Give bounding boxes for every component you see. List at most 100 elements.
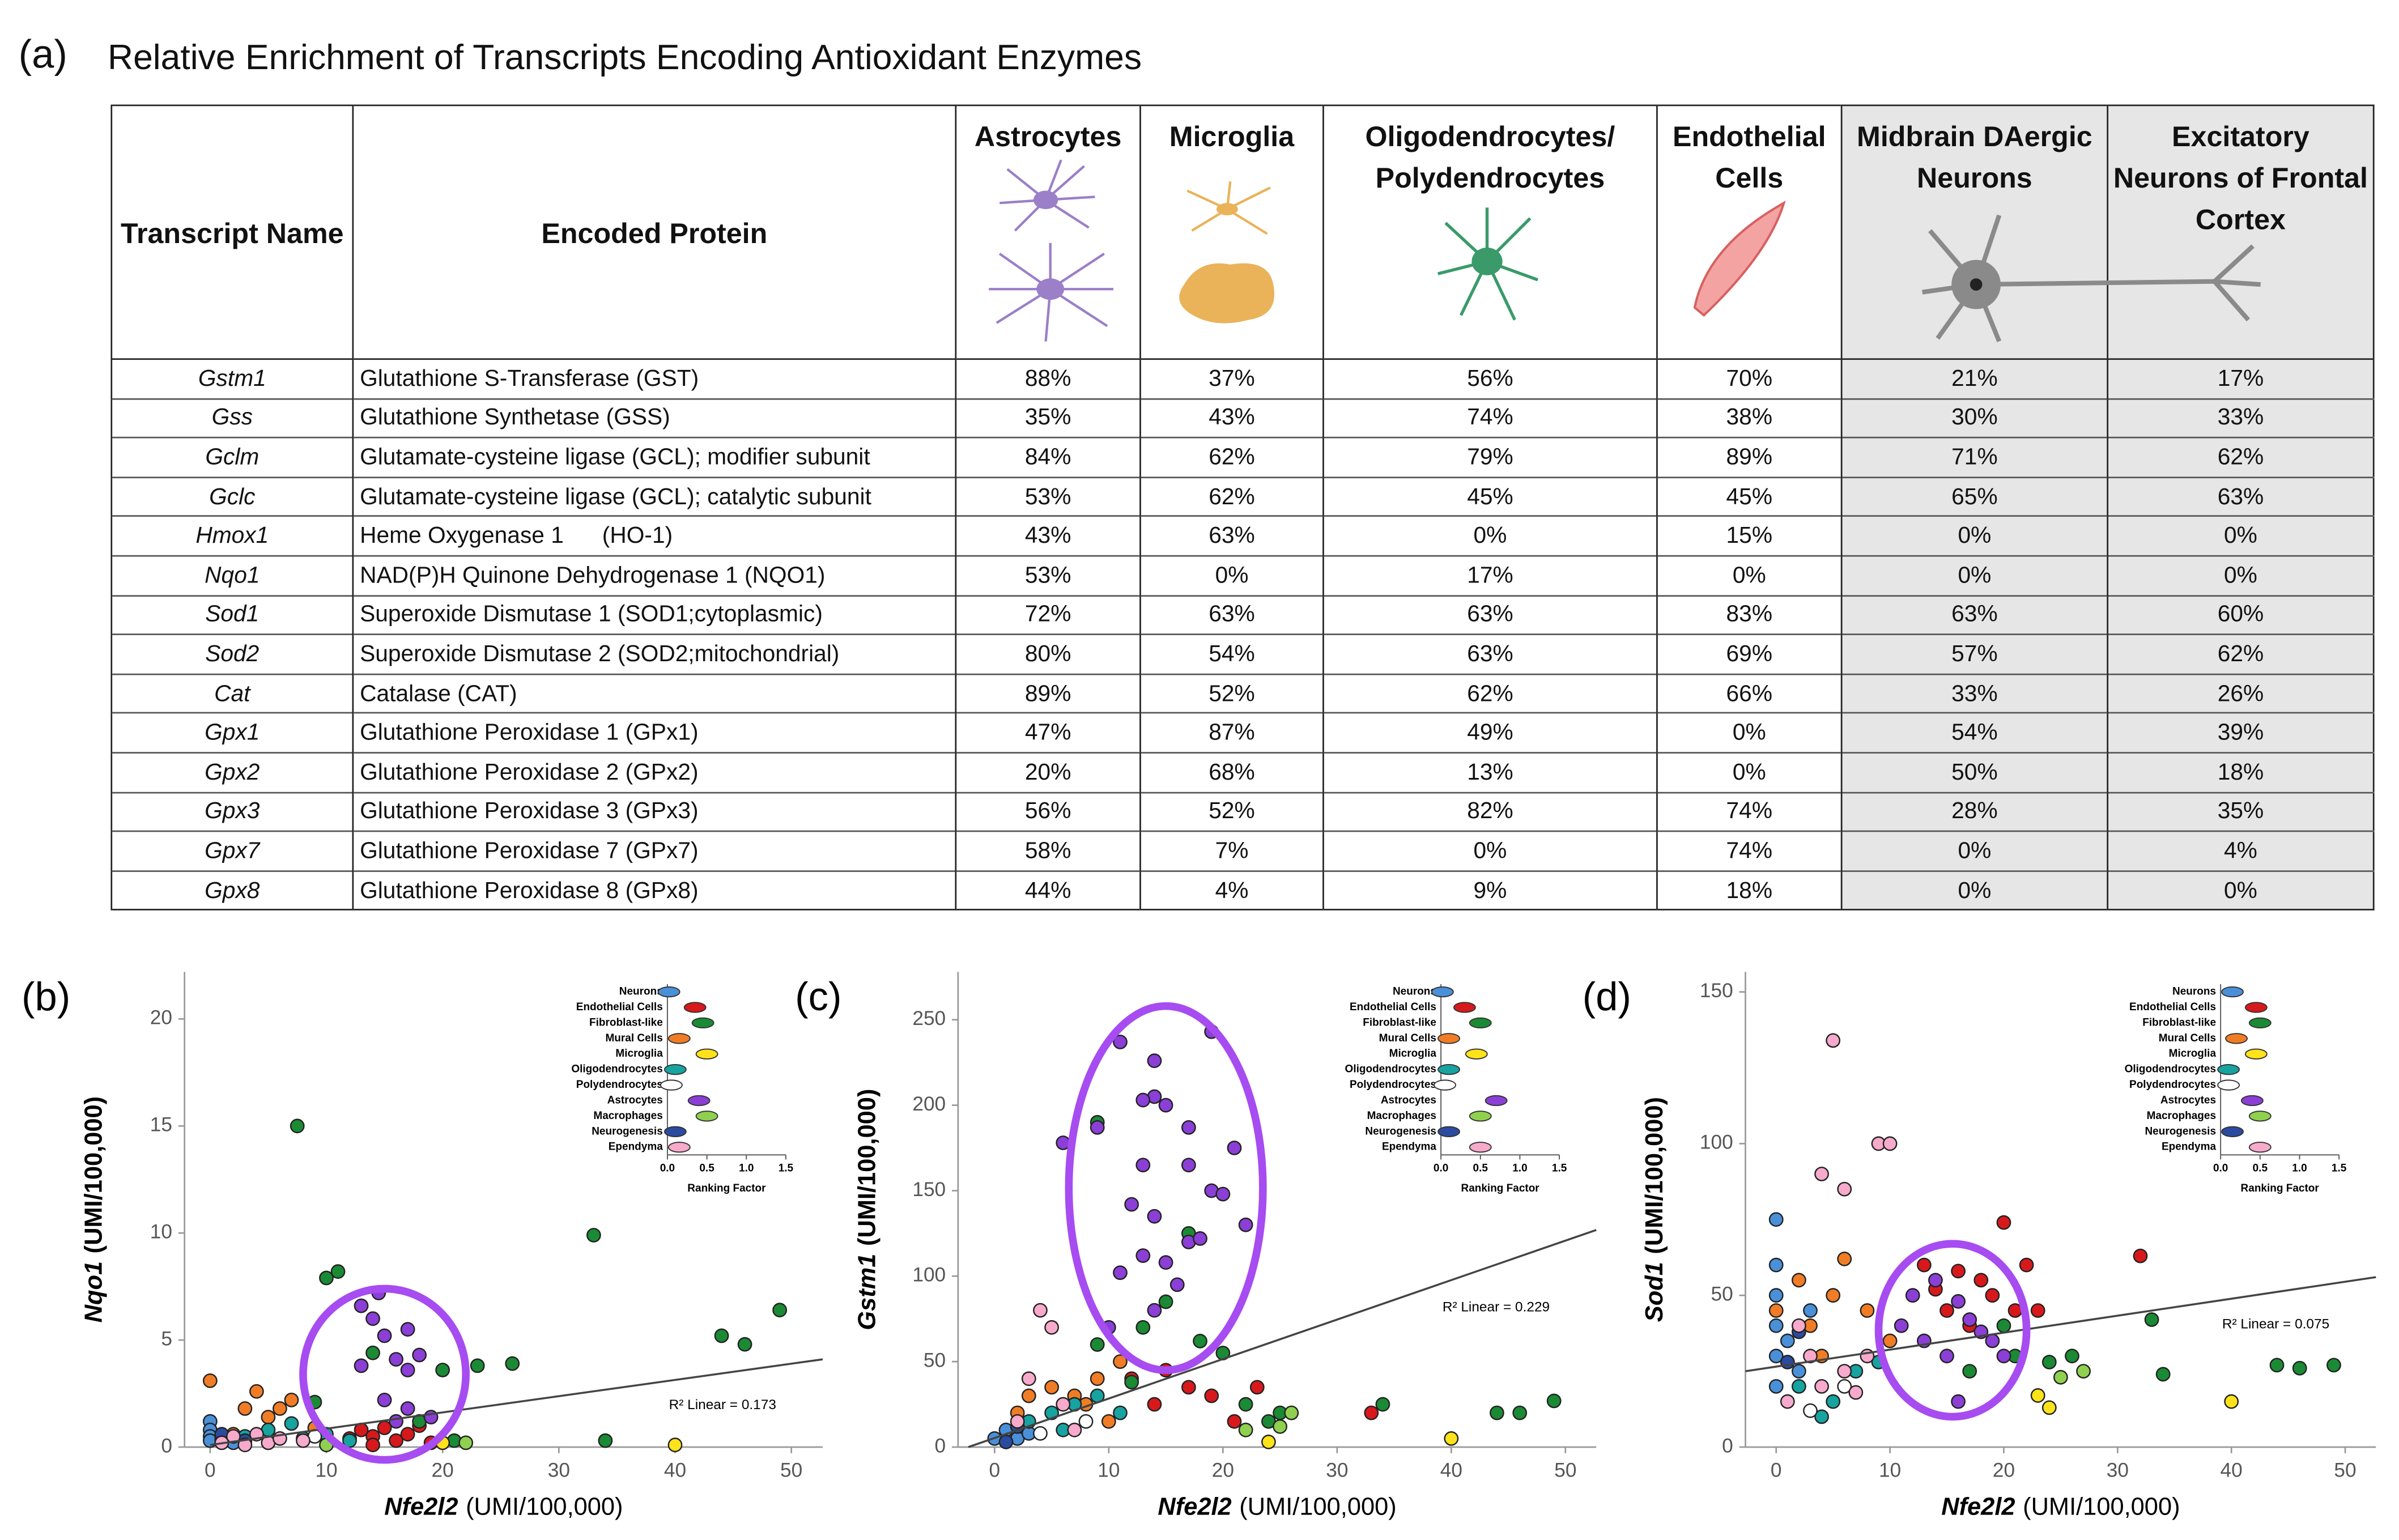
table-cell: 30% bbox=[1840, 397, 2108, 438]
point bbox=[1284, 1405, 1299, 1420]
r-squared: R² Linear = 0.173 bbox=[669, 1397, 776, 1413]
point bbox=[1021, 1371, 1036, 1386]
table-cell: 62% bbox=[2107, 437, 2374, 478]
point bbox=[1768, 1303, 1784, 1318]
point bbox=[1837, 1252, 1852, 1266]
y-tick-label: 15 bbox=[150, 1114, 172, 1136]
point bbox=[1792, 1379, 1806, 1394]
axis-gene: Gstm1 bbox=[854, 1254, 881, 1330]
x-tick-label: 20 bbox=[432, 1460, 454, 1482]
table-cell: 38% bbox=[1656, 397, 1842, 438]
highlight-ellipse bbox=[1065, 1002, 1267, 1375]
point bbox=[714, 1328, 729, 1343]
table-cell: Sod1 bbox=[110, 594, 353, 635]
table-row: Gstm1 Glutathione S-Transferase (GST) 88% 3… bbox=[110, 358, 2374, 399]
table-cell: 63% bbox=[1322, 633, 1657, 674]
inset-label: Microglia bbox=[1389, 1048, 1437, 1060]
axis-gene: Nfe2l2 bbox=[1941, 1494, 2015, 1521]
table-cell: 45% bbox=[1656, 476, 1842, 517]
y-tick-label: 200 bbox=[912, 1093, 946, 1115]
point bbox=[1364, 1405, 1379, 1420]
point bbox=[1181, 1158, 1196, 1173]
point bbox=[2326, 1358, 2341, 1373]
table-cell: 52% bbox=[1139, 791, 1324, 832]
point bbox=[1768, 1379, 1784, 1394]
table-cell: 4% bbox=[2107, 830, 2374, 871]
table-row: Hmox1 Heme Oxygenase 1 (HO-1) 43% 63% 0% 15% 0… bbox=[110, 516, 2374, 556]
point bbox=[1814, 1409, 1829, 1424]
point bbox=[2041, 1400, 2057, 1415]
point bbox=[202, 1373, 218, 1388]
table-cell: 70% bbox=[1656, 358, 1842, 399]
point bbox=[2065, 1348, 2079, 1364]
point bbox=[1996, 1215, 2011, 1230]
violin bbox=[1485, 1095, 1508, 1107]
point bbox=[1814, 1379, 1829, 1394]
point bbox=[389, 1352, 403, 1367]
axis-gene: Nfe2l2 bbox=[384, 1494, 458, 1521]
point bbox=[1147, 1397, 1162, 1412]
point bbox=[1837, 1181, 1852, 1197]
point bbox=[1985, 1333, 2000, 1348]
x-tick-label: 50 bbox=[780, 1460, 802, 1482]
point bbox=[1860, 1303, 1875, 1318]
point bbox=[772, 1303, 788, 1318]
point bbox=[330, 1264, 346, 1279]
point bbox=[1147, 1303, 1162, 1318]
y-tick-label: 50 bbox=[924, 1349, 946, 1371]
r-squared: R² Linear = 0.075 bbox=[2222, 1316, 2329, 1331]
point bbox=[1444, 1431, 1459, 1446]
table-cell: Hmox1 bbox=[110, 516, 353, 556]
point bbox=[1169, 1277, 1185, 1292]
violin bbox=[1437, 1064, 1460, 1075]
violin bbox=[1469, 1142, 1492, 1153]
inset-axis-label: Ranking Factor bbox=[1461, 1182, 1540, 1194]
table-cell: 47% bbox=[955, 712, 1141, 753]
x-tick-label: 30 bbox=[548, 1460, 570, 1482]
table-cell: 53% bbox=[955, 555, 1141, 595]
point bbox=[998, 1435, 1014, 1449]
inset-label: Neurons bbox=[619, 986, 663, 998]
violin bbox=[667, 1142, 691, 1153]
violin bbox=[1453, 1002, 1476, 1013]
inset-label: Polydendrocytes bbox=[576, 1079, 663, 1091]
table-cell: 83% bbox=[1656, 594, 1842, 635]
violin bbox=[2217, 1079, 2240, 1091]
table-cell: 52% bbox=[1139, 673, 1324, 713]
panel-label: (a) bbox=[18, 31, 67, 77]
inset-label: Microglia bbox=[2169, 1048, 2217, 1060]
point bbox=[284, 1392, 299, 1407]
point bbox=[400, 1427, 415, 1442]
violin bbox=[695, 1111, 718, 1122]
table-cell: 21% bbox=[1840, 358, 2108, 399]
point bbox=[1882, 1333, 1898, 1348]
point bbox=[1056, 1397, 1071, 1412]
point bbox=[598, 1433, 613, 1448]
point bbox=[1985, 1288, 2000, 1303]
point bbox=[354, 1358, 369, 1373]
point bbox=[1135, 1158, 1151, 1173]
inset-label: Macrophages bbox=[2147, 1110, 2216, 1122]
point bbox=[1826, 1394, 1841, 1409]
point bbox=[1768, 1257, 1784, 1273]
violin bbox=[687, 1095, 711, 1107]
point bbox=[1090, 1120, 1105, 1135]
point bbox=[1101, 1414, 1116, 1429]
table-cell: 43% bbox=[955, 516, 1141, 556]
point bbox=[377, 1328, 392, 1343]
y-tick-label: 150 bbox=[1700, 980, 1733, 1002]
point bbox=[226, 1429, 241, 1444]
point bbox=[2030, 1388, 2045, 1403]
point bbox=[1490, 1405, 1504, 1420]
point bbox=[1238, 1217, 1253, 1232]
inset-label: Ependyma bbox=[1382, 1141, 1436, 1153]
table-cell: 50% bbox=[1840, 752, 2108, 792]
inset-label: Macrophages bbox=[1367, 1110, 1436, 1122]
point bbox=[400, 1363, 415, 1377]
table-cell: 82% bbox=[1322, 791, 1657, 832]
table-cell: 79% bbox=[1322, 437, 1657, 478]
table-cell: 39% bbox=[2107, 712, 2374, 753]
table-cell: 89% bbox=[955, 673, 1141, 713]
table-cell: Heme Oxygenase 1 (HO-1) bbox=[352, 516, 956, 556]
point bbox=[1158, 1255, 1173, 1270]
